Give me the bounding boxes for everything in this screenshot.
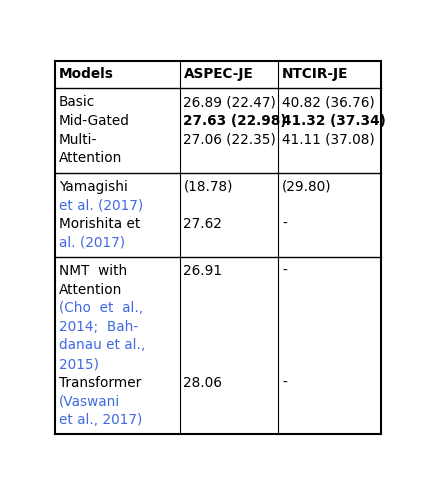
Text: -: - [282,217,287,231]
Text: 27.63 (22.98): 27.63 (22.98) [184,114,287,128]
Text: 41.32 (37.34): 41.32 (37.34) [282,114,386,128]
Text: Models: Models [59,68,114,81]
Text: Morishita et: Morishita et [59,217,140,231]
Text: (29.80): (29.80) [282,180,332,194]
Text: ASPEC-JE: ASPEC-JE [184,68,253,81]
Text: 2014;  Bah-: 2014; Bah- [59,320,138,334]
Text: (Cho  et  al.,: (Cho et al., [59,301,143,315]
Text: Transformer: Transformer [59,376,141,390]
Text: NMT  with: NMT with [59,264,127,278]
Text: (Vaswani: (Vaswani [59,394,120,409]
Text: et al., 2017): et al., 2017) [59,413,142,427]
Text: -: - [282,264,287,278]
Text: 40.82 (36.76): 40.82 (36.76) [282,96,375,109]
Text: 41.11 (37.08): 41.11 (37.08) [282,133,375,147]
Text: -: - [282,376,287,390]
Text: Yamagishi: Yamagishi [59,180,128,194]
Text: Attention: Attention [59,283,122,296]
Text: et al. (2017): et al. (2017) [59,198,143,212]
Text: NTCIR-JE: NTCIR-JE [282,68,349,81]
Text: danau et al.,: danau et al., [59,339,145,352]
Text: Attention: Attention [59,151,122,166]
Text: Basic: Basic [59,96,95,109]
Text: 26.91: 26.91 [184,264,223,278]
Text: 27.06 (22.35): 27.06 (22.35) [184,133,276,147]
Text: Mid-Gated: Mid-Gated [59,114,129,128]
Text: (18.78): (18.78) [184,180,233,194]
Text: 28.06: 28.06 [184,376,222,390]
Text: 2015): 2015) [59,357,99,371]
Text: al. (2017): al. (2017) [59,236,125,249]
Text: 26.89 (22.47): 26.89 (22.47) [184,96,276,109]
Text: Multi-: Multi- [59,133,97,147]
Text: 27.62: 27.62 [184,217,222,231]
